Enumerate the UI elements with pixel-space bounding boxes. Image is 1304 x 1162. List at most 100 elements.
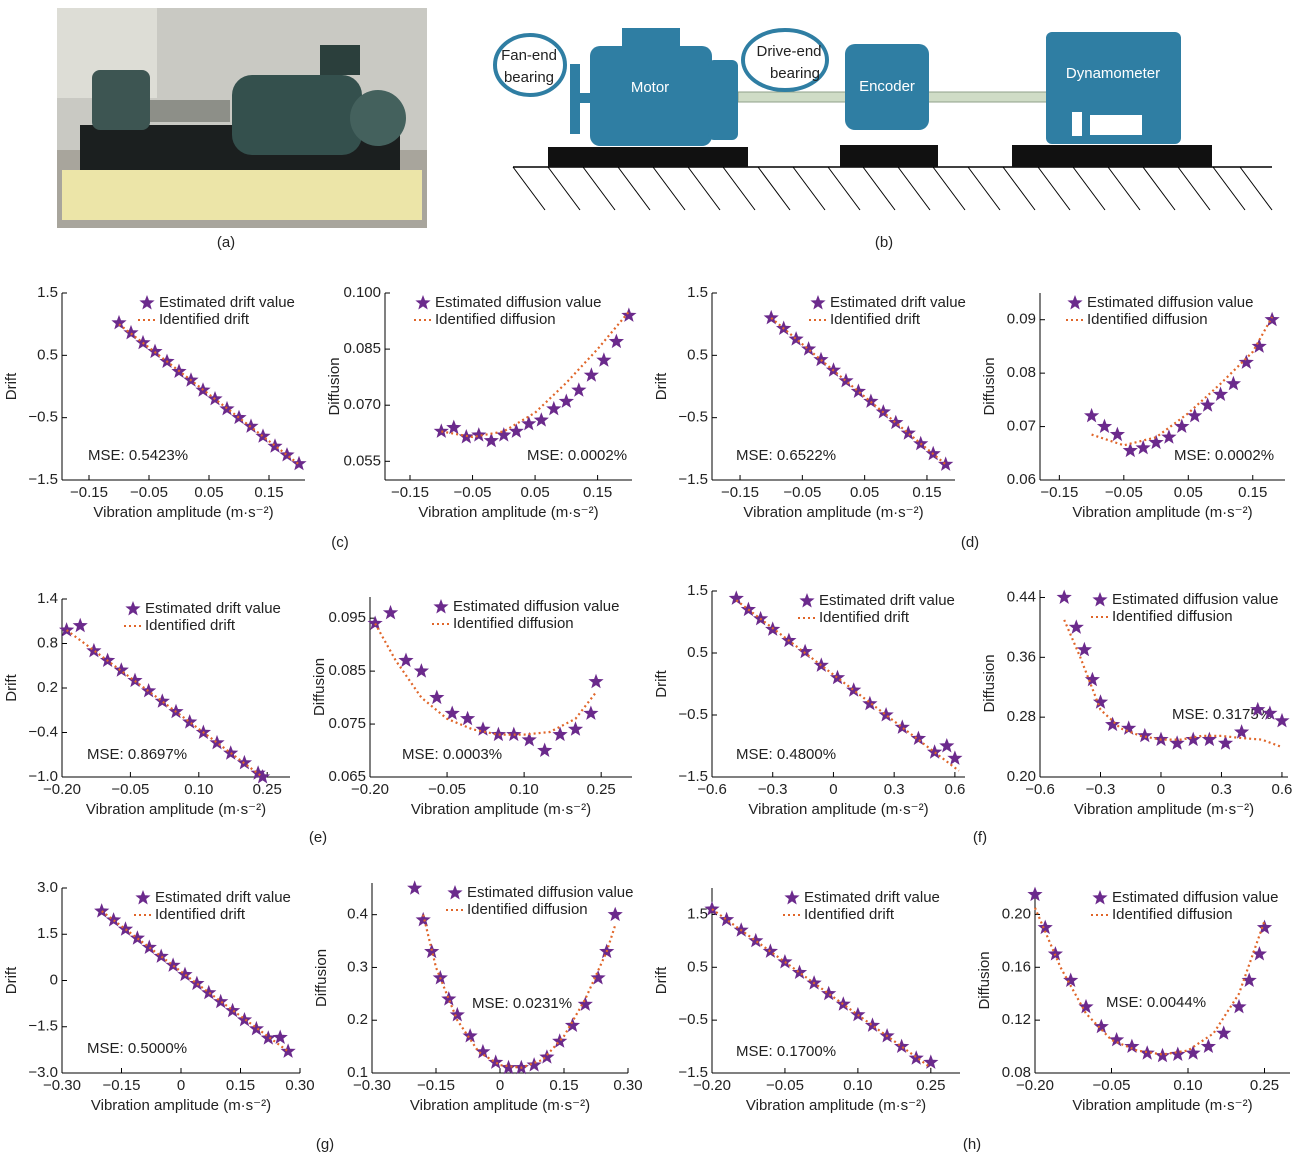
y-tick-label: 0.8	[37, 634, 58, 651]
x-tick-label: −0.30	[353, 1077, 391, 1094]
star-point	[94, 903, 110, 918]
y-tick-label: 0.07	[1007, 418, 1036, 435]
y-tick-label: 1.5	[687, 905, 708, 922]
star-point	[250, 765, 266, 780]
star-point	[1201, 731, 1217, 747]
star-point	[791, 964, 808, 979]
y-tick-label: 0.085	[328, 662, 366, 679]
star-point	[552, 1033, 568, 1048]
star-point	[490, 726, 506, 742]
star-point	[279, 447, 295, 462]
annotation: MSE: 0.4800%	[736, 746, 836, 763]
legend-label: Estimated drift value	[819, 592, 955, 609]
x-tick-label: 0.15	[549, 1077, 578, 1094]
star-point	[117, 921, 134, 936]
annotation: MSE: 0.0044%	[1106, 994, 1206, 1011]
x-tick-label: 0.05	[1174, 484, 1203, 501]
star-point	[878, 707, 894, 722]
star-point	[1093, 1018, 1109, 1034]
diagram-label: Fan-end	[501, 47, 557, 64]
x-tick-label: 0	[177, 1077, 185, 1094]
star-point	[225, 1002, 241, 1018]
x-tick-label: −0.15	[721, 484, 759, 501]
x-axis-label: Vibration amplitude (m·s⁻²)	[743, 504, 923, 521]
star-point	[567, 721, 584, 736]
y-tick-label: −1.5	[678, 1064, 708, 1081]
fitted-line	[118, 323, 300, 466]
x-tick-label: 0.25	[1250, 1077, 1279, 1094]
x-tick-label: 0.6	[1272, 781, 1293, 798]
star-point	[267, 438, 283, 453]
y-tick-label: 0.4	[347, 906, 368, 923]
annotation: MSE: 0.0231%	[472, 995, 572, 1012]
x-tick-label: 0.05	[520, 484, 549, 501]
x-tick-label: −0.05	[454, 484, 492, 501]
x-tick-label: −0.05	[428, 781, 466, 798]
star-point	[441, 991, 457, 1006]
star-point	[1056, 589, 1072, 604]
y-tick-label: 0	[50, 971, 58, 988]
annotation: MSE: 0.5423%	[88, 447, 188, 464]
star-point	[621, 307, 637, 322]
legend-label: Estimated diffusion value	[1087, 294, 1254, 311]
star-point	[763, 309, 779, 325]
star-point	[863, 393, 879, 408]
star-point	[1241, 972, 1257, 987]
legend-label: Estimated drift value	[145, 600, 281, 617]
star-point	[777, 954, 793, 969]
star-point	[888, 414, 904, 430]
y-tick-label: 0.09	[1007, 311, 1036, 328]
y-tick-label: 0.070	[343, 396, 381, 413]
star-point	[596, 352, 612, 367]
y-tick-label: 0.36	[1007, 648, 1036, 665]
legend-star	[810, 295, 826, 310]
star-point	[1076, 641, 1092, 657]
star-point	[927, 744, 943, 759]
star-point	[129, 930, 145, 945]
star-point	[894, 719, 910, 734]
x-tick-label: −0.6	[697, 781, 727, 798]
y-axis-label: Diffusion	[311, 658, 328, 716]
star-point	[1200, 1038, 1216, 1053]
x-tick-label: −0.20	[43, 781, 81, 798]
y-tick-label: 0.095	[328, 609, 366, 626]
star-point	[213, 993, 229, 1009]
y-tick-label: 0.065	[328, 768, 366, 785]
x-axis-label: Vibration amplitude (m·s⁻²)	[86, 801, 266, 818]
legend-star	[1092, 592, 1108, 607]
x-tick-label: 0	[1157, 781, 1165, 798]
x-tick-label: 0.15	[254, 484, 283, 501]
star-point	[1200, 397, 1216, 412]
annotation: MSE: 0.0003%	[402, 746, 502, 763]
star-point	[483, 432, 499, 448]
x-tick-label: −0.05	[130, 484, 168, 501]
y-tick-label: 1.4	[37, 590, 58, 607]
y-axis-label: Diffusion	[981, 654, 998, 712]
annotation: MSE: 0.6522%	[736, 447, 836, 464]
panel-label: (b)	[875, 234, 893, 251]
x-tick-label: 0.30	[613, 1077, 642, 1094]
legend-star	[1092, 890, 1108, 905]
y-tick-label: 1.5	[687, 582, 708, 599]
star-point	[1109, 1032, 1125, 1047]
star-point	[1105, 716, 1121, 732]
star-point	[444, 705, 460, 720]
star-point	[1274, 712, 1290, 728]
star-point	[590, 970, 606, 985]
star-point	[209, 734, 225, 750]
legend-label: Estimated diffusion value	[1112, 591, 1279, 608]
star-point	[147, 343, 163, 359]
y-tick-label: −1.5	[678, 471, 708, 488]
y-axis-label: Drift	[3, 372, 20, 400]
star-point	[382, 604, 399, 620]
y-tick-label: 1.5	[687, 284, 708, 301]
legend-label: Estimated drift value	[159, 294, 295, 311]
star-point	[1185, 1045, 1201, 1060]
star-point	[462, 1028, 478, 1043]
star-point	[526, 1057, 542, 1072]
star-point	[123, 324, 139, 340]
star-point	[850, 383, 866, 398]
star-point	[719, 911, 735, 927]
star-point	[850, 1006, 866, 1022]
star-point	[500, 1059, 517, 1075]
